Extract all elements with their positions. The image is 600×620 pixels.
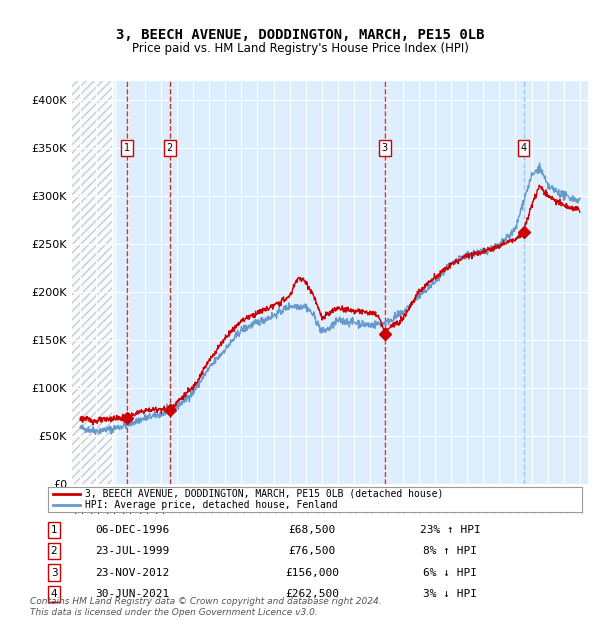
Text: 06-DEC-1996: 06-DEC-1996 [95,525,169,535]
Bar [127,81,170,484]
Text: £262,500: £262,500 [285,589,339,599]
Text: £156,000: £156,000 [285,567,339,578]
Text: £76,500: £76,500 [289,546,335,556]
Text: Contains HM Land Registry data © Crown copyright and database right 2024.
This d: Contains HM Land Registry data © Crown c… [30,598,382,617]
Text: 1: 1 [124,143,130,153]
Text: 2: 2 [167,143,173,153]
Text: 3, BEECH AVENUE, DODDINGTON, MARCH, PE15 0LB (detached house): 3, BEECH AVENUE, DODDINGTON, MARCH, PE15… [85,489,444,498]
Text: Price paid vs. HM Land Registry's House Price Index (HPI): Price paid vs. HM Land Registry's House … [131,42,469,55]
Text: 4: 4 [520,143,527,153]
Text: 3, BEECH AVENUE, DODDINGTON, MARCH, PE15 0LB: 3, BEECH AVENUE, DODDINGTON, MARCH, PE15… [116,28,484,42]
Text: 23% ↑ HPI: 23% ↑ HPI [419,525,481,535]
Text: 30-JUN-2021: 30-JUN-2021 [95,589,169,599]
Bar [72,81,112,484]
Text: 6% ↓ HPI: 6% ↓ HPI [423,567,477,578]
FancyBboxPatch shape [67,81,117,484]
Text: 23-JUL-1999: 23-JUL-1999 [95,546,169,556]
Text: 2: 2 [50,546,58,556]
Text: HPI: Average price, detached house, Fenland: HPI: Average price, detached house, Fenl… [85,500,338,510]
Text: £68,500: £68,500 [289,525,335,535]
Text: 3: 3 [382,143,388,153]
Text: 1: 1 [50,525,58,535]
Text: 23-NOV-2012: 23-NOV-2012 [95,567,169,578]
Text: 4: 4 [50,589,58,599]
Text: 8% ↑ HPI: 8% ↑ HPI [423,546,477,556]
Text: 3: 3 [50,567,58,578]
Text: 3% ↓ HPI: 3% ↓ HPI [423,589,477,599]
